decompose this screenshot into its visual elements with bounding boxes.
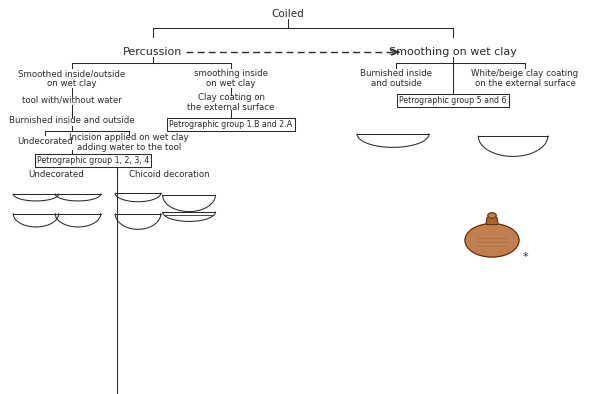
- Ellipse shape: [465, 224, 519, 257]
- Text: Petrographic group 1, 2, 3, 4: Petrographic group 1, 2, 3, 4: [37, 156, 149, 165]
- Text: tool with/without water: tool with/without water: [22, 96, 122, 105]
- Text: Incision applied on wet clay
adding water to the tool: Incision applied on wet clay adding wate…: [69, 133, 189, 152]
- Text: Petrographic group 5 and 6: Petrographic group 5 and 6: [399, 96, 507, 105]
- Text: Clay coating on
the external surface: Clay coating on the external surface: [187, 93, 275, 112]
- Text: Chicoid decoration: Chicoid decoration: [129, 170, 209, 178]
- Text: smoothing inside
on wet clay: smoothing inside on wet clay: [194, 69, 268, 89]
- Text: Undecorated: Undecorated: [17, 138, 73, 146]
- Text: Smoothing on wet clay: Smoothing on wet clay: [389, 47, 517, 57]
- Text: Burnished inside
and outside: Burnished inside and outside: [360, 69, 432, 89]
- Circle shape: [488, 213, 496, 218]
- Text: Smoothed inside/outside
on wet clay: Smoothed inside/outside on wet clay: [19, 69, 125, 89]
- Text: Coiled: Coiled: [272, 9, 304, 19]
- Text: Percussion: Percussion: [124, 47, 182, 57]
- Polygon shape: [486, 217, 498, 225]
- Text: *: *: [522, 252, 528, 262]
- Text: Petrographic group 1.B and 2.A: Petrographic group 1.B and 2.A: [169, 120, 293, 128]
- Text: Undecorated: Undecorated: [28, 170, 83, 178]
- Text: White/beige clay coating
on the external surface: White/beige clay coating on the external…: [472, 69, 578, 89]
- Text: Burnished inside and outside: Burnished inside and outside: [9, 117, 135, 125]
